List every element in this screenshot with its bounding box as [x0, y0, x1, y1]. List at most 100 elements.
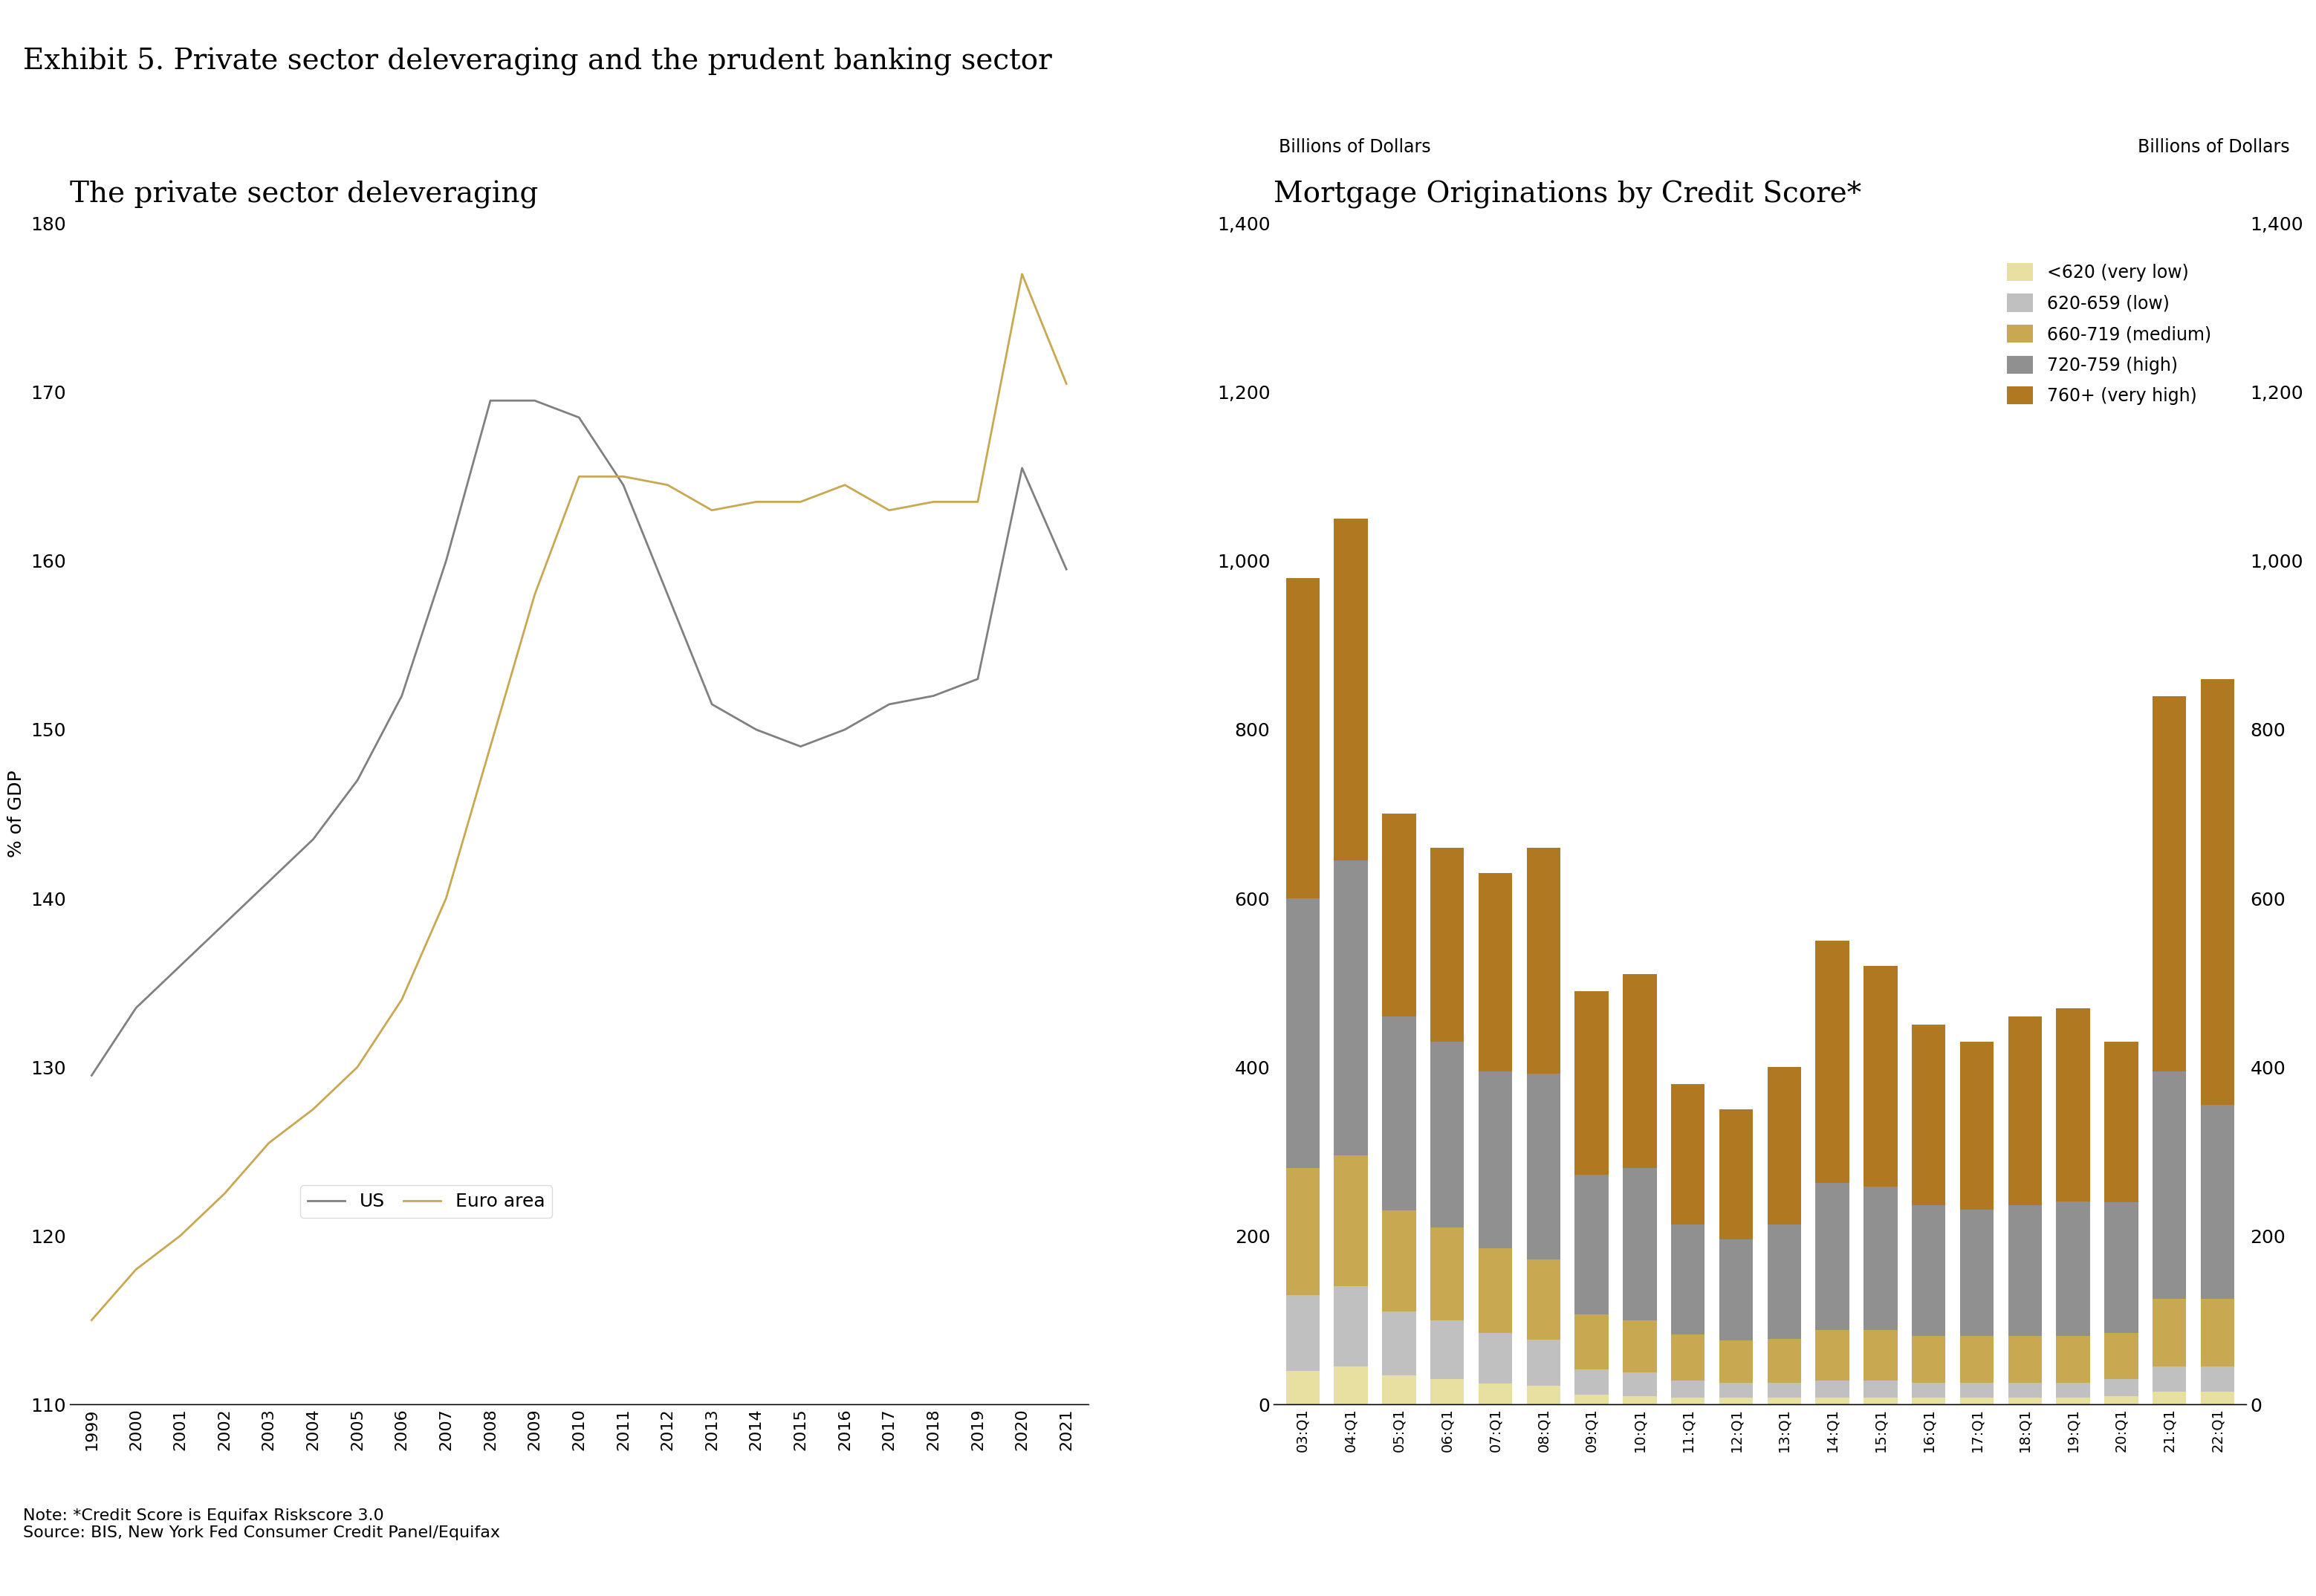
Legend: US, Euro area: US, Euro area	[301, 1186, 551, 1218]
Bar	[1767, 1398, 1802, 1404]
Euro area	[1051, 373, 1079, 393]
US	[255, 871, 283, 891]
Bar	[1575, 1395, 1610, 1404]
Bar	[1911, 1205, 1945, 1336]
US	[477, 391, 505, 410]
Bar	[1767, 1068, 1802, 1224]
Bar	[1864, 1381, 1897, 1398]
Bar	[2200, 1392, 2235, 1404]
Bar	[1383, 814, 1415, 1017]
US	[79, 1066, 107, 1085]
Bar	[1959, 1398, 1994, 1404]
US	[1051, 560, 1079, 579]
Bar	[1431, 1042, 1464, 1227]
Bar	[1959, 1042, 1994, 1210]
US	[831, 720, 859, 739]
US	[787, 737, 815, 757]
Bar	[1864, 1329, 1897, 1381]
US	[919, 686, 947, 705]
Bar	[1911, 1336, 1945, 1382]
Bar	[1431, 1227, 1464, 1320]
Bar	[1959, 1210, 1994, 1336]
Bar	[2057, 1382, 2089, 1398]
US	[123, 999, 151, 1018]
Line: US: US	[93, 401, 1065, 1076]
US	[743, 720, 771, 739]
Bar	[1624, 974, 1656, 1168]
Euro area	[167, 1226, 195, 1245]
Bar	[1672, 1381, 1705, 1398]
Bar	[1624, 1396, 1656, 1404]
Bar	[1334, 1156, 1369, 1286]
Bar	[2152, 1071, 2186, 1299]
Euro area	[963, 492, 991, 511]
Bar	[1526, 847, 1561, 1074]
Bar	[1383, 1376, 1415, 1404]
Bar	[1672, 1334, 1705, 1381]
Euro area	[875, 501, 903, 520]
Bar	[1767, 1339, 1802, 1382]
Bar	[1575, 1369, 1610, 1395]
Bar	[1816, 1183, 1848, 1329]
Bar	[1526, 1074, 1561, 1259]
US	[1007, 458, 1035, 477]
Bar	[1478, 1384, 1512, 1404]
Bar	[1718, 1109, 1753, 1238]
Bar	[1864, 1187, 1897, 1329]
Bar	[2057, 1336, 2089, 1382]
Bar	[2152, 1299, 2186, 1366]
US	[433, 551, 461, 570]
Bar	[2105, 1202, 2138, 1333]
Bar	[1575, 1314, 1610, 1369]
Text: The private sector deleveraging: The private sector deleveraging	[69, 180, 537, 209]
US	[167, 956, 195, 975]
Bar	[1864, 966, 1897, 1187]
US	[609, 476, 637, 495]
Bar	[2105, 1333, 2138, 1379]
Bar	[1526, 1259, 1561, 1339]
Euro area	[299, 1100, 327, 1119]
Euro area	[255, 1133, 283, 1152]
Text: Note: *Credit Score is Equifax Riskscore 3.0
Source: BIS, New York Fed Consumer : Note: *Credit Score is Equifax Riskscore…	[23, 1508, 500, 1540]
Bar	[1718, 1238, 1753, 1341]
Bar	[1624, 1168, 1656, 1320]
Text: Mortgage Originations by Credit Score*: Mortgage Originations by Credit Score*	[1274, 180, 1862, 209]
Bar	[1767, 1382, 1802, 1398]
Euro area	[123, 1259, 151, 1278]
Euro area	[565, 468, 593, 487]
Bar	[1959, 1382, 1994, 1398]
Euro area	[919, 492, 947, 511]
Bar	[2105, 1042, 2138, 1202]
Y-axis label: % of GDP: % of GDP	[7, 771, 25, 857]
Bar	[2057, 1202, 2089, 1336]
Text: Billions of Dollars: Billions of Dollars	[2138, 139, 2291, 156]
Bar	[1431, 847, 1464, 1042]
Euro area	[609, 468, 637, 487]
Bar	[1767, 1224, 1802, 1339]
Euro area	[743, 492, 771, 511]
Bar	[1718, 1382, 1753, 1398]
US	[299, 830, 327, 849]
Bar	[1672, 1398, 1705, 1404]
Bar	[1285, 1168, 1320, 1294]
Text: Billions of Dollars: Billions of Dollars	[1278, 139, 1431, 156]
Text: Exhibit 5. Private sector deleveraging and the prudent banking sector: Exhibit 5. Private sector deleveraging a…	[23, 48, 1051, 77]
Bar	[2152, 696, 2186, 1071]
Bar	[2008, 1398, 2043, 1404]
Bar	[1816, 940, 1848, 1183]
Bar	[1478, 873, 1512, 1071]
US	[387, 686, 415, 705]
Bar	[2200, 678, 2235, 1104]
Bar	[2152, 1366, 2186, 1392]
Bar	[1285, 1371, 1320, 1404]
Bar	[1816, 1398, 1848, 1404]
US	[211, 915, 239, 934]
Bar	[2008, 1336, 2043, 1382]
Bar	[1911, 1382, 1945, 1398]
Bar	[1431, 1320, 1464, 1379]
Euro area	[653, 476, 681, 495]
Euro area	[211, 1184, 239, 1203]
Bar	[2152, 1392, 2186, 1404]
Bar	[2057, 1009, 2089, 1202]
Bar	[1334, 1366, 1369, 1404]
